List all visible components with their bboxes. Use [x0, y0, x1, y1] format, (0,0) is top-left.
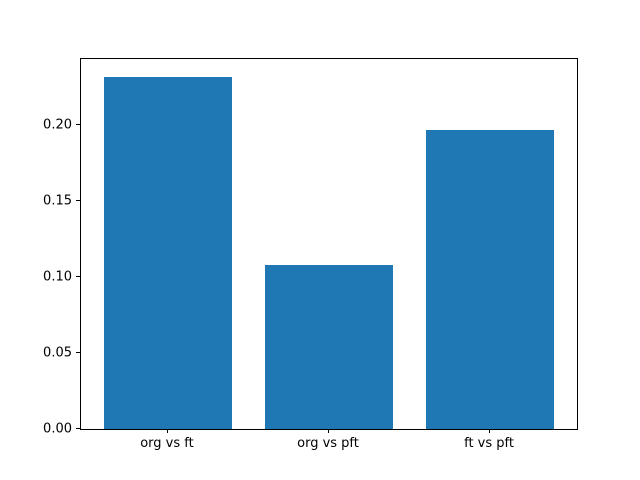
x-tick-label: ft vs pft	[464, 436, 514, 451]
x-tick-mark	[328, 429, 329, 433]
y-tick-mark	[76, 352, 80, 354]
y-tick-mark	[76, 276, 80, 278]
y-tick-label: 0.20	[43, 117, 72, 133]
x-tick-label: org vs pft	[297, 436, 359, 451]
x-tick-label: org vs ft	[140, 436, 194, 451]
y-tick-label: 0.10	[43, 269, 72, 285]
bar-ft-vs-pft	[425, 130, 555, 429]
x-tick-mark	[489, 429, 491, 433]
y-tick-label: 0.05	[43, 345, 72, 361]
x-tick-mark	[166, 429, 168, 433]
y-tick-mark	[76, 124, 80, 126]
y-tick-mark	[76, 428, 80, 429]
plot-area	[80, 58, 578, 430]
bar-org-vs-pft	[264, 265, 394, 429]
y-tick-label: 0.00	[43, 421, 72, 436]
y-tick-label: 0.15	[43, 193, 72, 209]
y-tick-mark	[76, 200, 80, 202]
bar-org-vs-ft	[103, 76, 233, 429]
